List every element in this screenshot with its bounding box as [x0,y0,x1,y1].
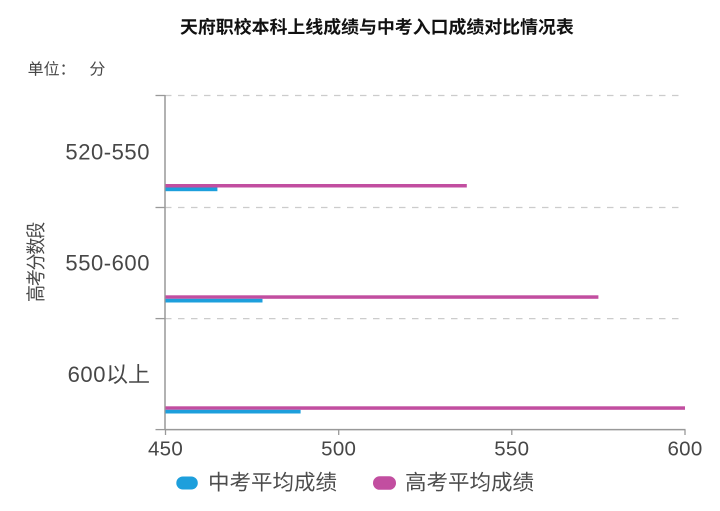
svg-text:600: 600 [68,362,106,387]
svg-text:550: 550 [494,438,529,461]
svg-text:550-600: 550-600 [65,251,150,276]
svg-text:500: 500 [321,438,356,461]
svg-text:600: 600 [667,438,702,461]
svg-text:520-550: 520-550 [65,140,150,165]
svg-text:450: 450 [148,438,183,461]
